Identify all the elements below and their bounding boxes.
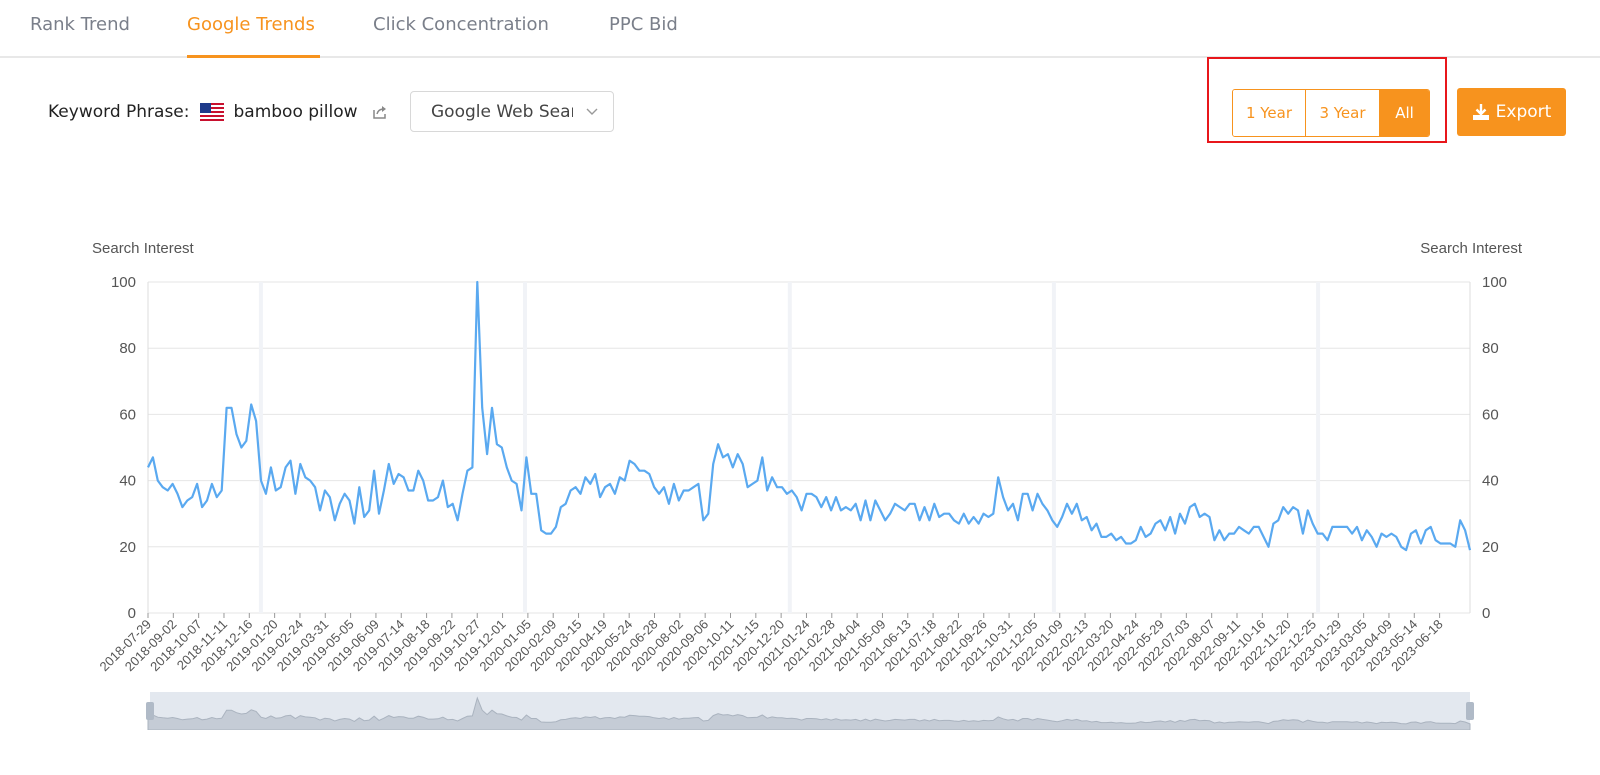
chart-grid: [147, 281, 1471, 614]
y-left-axis-title: Search Interest: [92, 240, 195, 257]
tab-click-concentration[interactable]: Click Concentration: [373, 14, 549, 35]
y-left-tick-label: 100: [111, 274, 136, 291]
year-markers: [258, 282, 1321, 613]
zoom-right-handle[interactable]: [1466, 702, 1474, 720]
keyword-phrase: bamboo pillow: [233, 102, 358, 122]
us-flag-icon: [199, 103, 224, 121]
x-tick-labels: 2018-07-292018-09-022018-10-072018-11-11…: [96, 613, 1446, 674]
search-interest-chart: Search Interest Search Interest 0 0 20 20 40…: [92, 240, 1523, 730]
range-highlight-box: [1207, 57, 1447, 143]
export-label: Export: [1495, 102, 1552, 122]
tab-rank-trend[interactable]: Rank Trend: [30, 14, 130, 35]
range-3-year-button[interactable]: 3 Year: [1305, 90, 1379, 136]
y-left-tick-label: 0: [128, 605, 136, 622]
year-marker-band: [787, 282, 792, 613]
year-marker-band: [1051, 282, 1056, 613]
tab-ppc-bid[interactable]: PPC Bid: [609, 14, 678, 35]
download-icon: [1472, 104, 1489, 120]
series-line: [147, 280, 1472, 552]
y-left-tick-label: 80: [119, 340, 136, 357]
y-right-axis-title: Search Interest: [1420, 240, 1523, 257]
y-right-tick-label: 40: [1482, 473, 1499, 490]
time-range-group: 1 Year 3 Year All: [1232, 89, 1430, 137]
zoom-mini-series: [147, 696, 1471, 730]
y-right-tick-label: 100: [1482, 274, 1507, 291]
export-button[interactable]: Export: [1457, 88, 1566, 136]
active-tab-underline: [187, 55, 320, 58]
y-left-tick-label: 20: [119, 539, 136, 556]
tab-google-trends[interactable]: Google Trends: [187, 14, 315, 35]
y-right-tick-label: 0: [1482, 605, 1490, 622]
y-left-tick-label: 40: [119, 473, 136, 490]
year-marker-band: [258, 282, 263, 613]
y-tick-labels: 0 0 20 20 40 40 60 60 80 80 100 100: [111, 274, 1507, 622]
range-all-button[interactable]: All: [1379, 90, 1429, 136]
keyword-row: Keyword Phrase: bamboo pillow: [48, 92, 388, 132]
keyword-label: Keyword Phrase:: [48, 102, 190, 122]
data-zoom-slider[interactable]: [146, 692, 1474, 730]
y-left-tick-label: 60: [119, 406, 136, 423]
y-right-tick-label: 20: [1482, 539, 1499, 556]
share-icon[interactable]: [372, 104, 388, 120]
year-marker-band: [522, 282, 527, 613]
y-right-tick-label: 60: [1482, 406, 1499, 423]
y-right-tick-label: 80: [1482, 340, 1499, 357]
chevron-down-icon: [586, 108, 598, 115]
search-type-value: Google Web Search: [431, 101, 573, 122]
zoom-left-handle[interactable]: [146, 702, 154, 720]
year-marker-band: [1316, 282, 1321, 613]
tab-bar: Rank Trend Google Trends Click Concentra…: [0, 0, 1600, 58]
range-1-year-button[interactable]: 1 Year: [1233, 90, 1305, 136]
search-type-select[interactable]: Google Web Search: [410, 91, 614, 132]
